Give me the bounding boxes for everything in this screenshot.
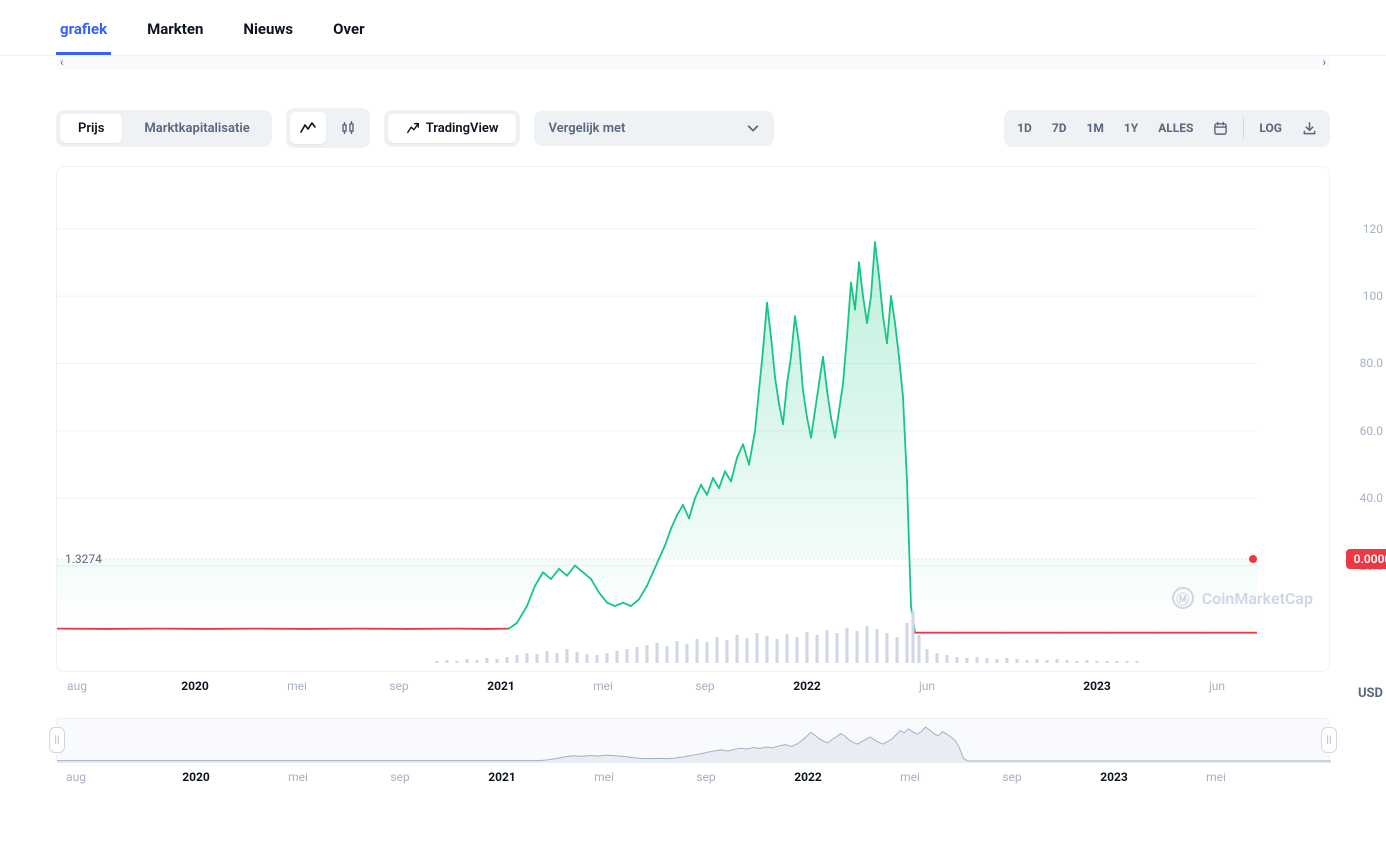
log-toggle[interactable]: LOG bbox=[1250, 114, 1291, 142]
mini-x-tick-label: 2022 bbox=[794, 770, 822, 784]
y-tick-label: 120 bbox=[1363, 222, 1383, 236]
currency-label: USD bbox=[1358, 686, 1383, 701]
charttype-toggle bbox=[286, 108, 370, 148]
range-handle-right[interactable]: || bbox=[1321, 727, 1337, 753]
y-tick-label: 80.0 bbox=[1360, 356, 1383, 370]
mini-x-tick-label: mei bbox=[900, 770, 920, 784]
x-tick-label: jun bbox=[1209, 679, 1225, 693]
mini-x-tick-label: 2020 bbox=[182, 770, 210, 784]
tradingview-button[interactable]: TradingView bbox=[388, 114, 517, 143]
mini-x-tick-label: sep bbox=[390, 770, 409, 784]
watermark: Ⓜ CoinMarketCap bbox=[1172, 587, 1313, 609]
mini-x-tick-label: aug bbox=[66, 770, 86, 784]
mini-x-tick-label: sep bbox=[1002, 770, 1021, 784]
calendar-icon[interactable] bbox=[1204, 114, 1237, 143]
x-tick-label: sep bbox=[695, 679, 714, 693]
price-marketcap-toggle: Prijs Marktkapitalisatie bbox=[56, 110, 272, 147]
y-tick-label: 100 bbox=[1363, 289, 1383, 303]
start-price-label: 1.3274 bbox=[65, 552, 102, 566]
chevron-left-icon[interactable]: ‹ bbox=[60, 55, 64, 69]
tab-grafiek[interactable]: grafiek bbox=[56, 12, 111, 55]
download-icon[interactable] bbox=[1293, 114, 1326, 143]
range-1d[interactable]: 1D bbox=[1008, 114, 1041, 142]
compare-dropdown[interactable]: Vergelijk met bbox=[534, 111, 774, 146]
mini-x-tick-label: mei bbox=[288, 770, 308, 784]
mini-x-tick-label: sep bbox=[696, 770, 715, 784]
mini-x-tick-label: mei bbox=[1206, 770, 1226, 784]
range-all[interactable]: ALLES bbox=[1149, 114, 1202, 142]
range-controls: 1D 7D 1M 1Y ALLES LOG bbox=[1004, 110, 1330, 147]
mini-x-labels: aug 2020 mei sep 2021 mei sep 2022 mei sep 2023 mei bbox=[56, 770, 1330, 790]
compare-label: Vergelijk met bbox=[548, 121, 625, 136]
chevron-right-icon[interactable]: › bbox=[1322, 55, 1326, 69]
range-handle-left[interactable]: || bbox=[49, 727, 65, 753]
mini-x-tick-label: 2023 bbox=[1100, 770, 1128, 784]
mini-chart bbox=[57, 719, 1331, 763]
mini-x-tick-label: mei bbox=[594, 770, 614, 784]
range-7d[interactable]: 7D bbox=[1043, 114, 1076, 142]
x-tick-label: aug bbox=[67, 679, 87, 693]
x-tick-label: jun bbox=[919, 679, 935, 693]
tab-scroller: ‹ › bbox=[56, 56, 1330, 70]
range-1m[interactable]: 1M bbox=[1078, 114, 1113, 142]
watermark-text: CoinMarketCap bbox=[1202, 589, 1313, 608]
coinmarketcap-logo-icon: Ⓜ bbox=[1172, 587, 1194, 609]
mini-range-selector[interactable]: || || bbox=[56, 718, 1330, 762]
x-axis-labels: aug 2020 mei sep 2021 mei sep 2022 jun 2023 jun bbox=[57, 679, 1329, 701]
candlestick-icon[interactable] bbox=[330, 112, 366, 144]
marketcap-button[interactable]: Marktkapitalisatie bbox=[126, 114, 267, 143]
price-chart[interactable]: 12010080.060.040.020.0 1.3274 0.000082 Ⓜ… bbox=[56, 166, 1330, 672]
tab-over[interactable]: Over bbox=[329, 12, 368, 55]
x-tick-label: sep bbox=[389, 679, 408, 693]
chart-svg bbox=[57, 167, 1257, 673]
y-tick-label: 60.0 bbox=[1360, 424, 1383, 438]
line-chart-icon[interactable] bbox=[290, 112, 326, 144]
tab-nieuws[interactable]: Nieuws bbox=[239, 12, 297, 55]
tradingview-label: TradingView bbox=[426, 121, 499, 136]
x-tick-label: mei bbox=[287, 679, 307, 693]
y-axis-labels: 12010080.060.040.020.0 bbox=[1337, 167, 1383, 671]
price-button[interactable]: Prijs bbox=[60, 114, 122, 143]
mini-x-tick-label: 2021 bbox=[488, 770, 516, 784]
range-1y[interactable]: 1Y bbox=[1115, 114, 1147, 142]
chevron-down-icon bbox=[746, 121, 760, 135]
x-tick-label: 2021 bbox=[487, 679, 515, 693]
chart-toolbar: Prijs Marktkapitalisatie TradingView Ver… bbox=[0, 70, 1386, 166]
x-tick-label: 2023 bbox=[1083, 679, 1111, 693]
x-tick-label: 2022 bbox=[793, 679, 821, 693]
current-price-badge: 0.000082 bbox=[1346, 549, 1386, 569]
x-tick-label: 2020 bbox=[181, 679, 209, 693]
x-tick-label: mei bbox=[593, 679, 613, 693]
tabs: grafiek Markten Nieuws Over bbox=[0, 0, 1386, 56]
tab-markten[interactable]: Markten bbox=[143, 12, 207, 55]
tradingview-toggle: TradingView bbox=[384, 110, 521, 147]
y-tick-label: 40.0 bbox=[1360, 491, 1383, 505]
